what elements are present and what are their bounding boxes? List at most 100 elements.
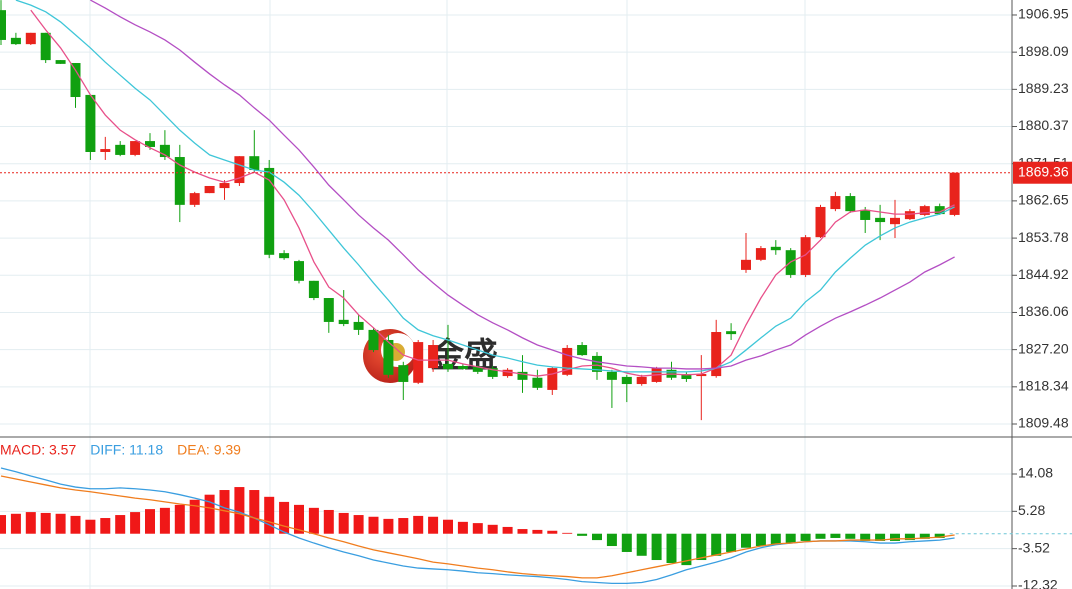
candle-body <box>860 209 871 220</box>
macd-bar <box>890 533 900 541</box>
axis: 1906.951898.091889.231880.371871.511862.… <box>1012 6 1072 589</box>
macd-bar <box>577 533 588 536</box>
candle-body <box>592 355 602 372</box>
candle-body <box>502 369 513 377</box>
macd-bar <box>443 519 453 534</box>
y-tick-label: 1862.65 <box>1018 192 1069 208</box>
macd-bar <box>502 526 513 534</box>
macd-bar <box>338 512 349 534</box>
grid <box>0 14 1012 587</box>
candle-body <box>234 156 245 184</box>
macd-bar <box>428 516 439 534</box>
macd-bar <box>726 533 737 552</box>
macd-bar <box>666 533 677 563</box>
candle-body <box>457 365 468 369</box>
candle-body <box>338 319 349 325</box>
y-tick-label: 1818.34 <box>1018 378 1069 394</box>
candle-body <box>577 345 588 356</box>
macd-bar <box>130 512 141 534</box>
candle-body <box>726 331 737 335</box>
candle-body <box>249 156 260 171</box>
y-tick-label: 14.08 <box>1018 465 1053 481</box>
macd-bar <box>204 494 215 534</box>
macd-bar <box>368 516 379 534</box>
macd-bar <box>219 490 230 534</box>
macd-bar <box>919 533 930 539</box>
macd-bar <box>159 507 170 534</box>
macd-bar <box>562 532 573 534</box>
candle-body <box>547 368 558 390</box>
last-price-label: 1869.36 <box>1018 163 1069 179</box>
macd-bar <box>0 515 6 534</box>
y-tick-label: 1880.37 <box>1018 117 1069 133</box>
legend: MACD: 3.57 DIFF: 11.18 DEA: 9.39 <box>0 442 241 458</box>
legend-label: MACD: 3.57 <box>0 442 76 458</box>
macd-bar <box>40 512 51 534</box>
candle-body <box>517 371 528 380</box>
macd-bar <box>860 533 871 541</box>
candle-body <box>621 376 632 385</box>
macd-bar <box>70 515 81 534</box>
candle-body <box>10 37 21 45</box>
macd-plot <box>0 467 955 585</box>
macd-bar <box>934 533 945 538</box>
candle-body <box>294 261 304 281</box>
macd-bar <box>353 515 364 534</box>
candle-body <box>353 321 364 330</box>
candle-body <box>70 63 81 98</box>
candle-body <box>443 363 453 369</box>
macd-bar <box>472 523 483 534</box>
macd-bar <box>308 507 319 534</box>
macd-bar <box>651 533 662 561</box>
indicator-line <box>90 0 955 370</box>
macd-bar <box>383 518 394 534</box>
y-tick-label: 1889.23 <box>1018 80 1069 96</box>
macd-bar <box>264 496 275 534</box>
candle-body <box>383 339 394 375</box>
macd-bar <box>800 533 811 541</box>
macd-bar <box>741 533 751 548</box>
candle-body <box>755 248 766 260</box>
candle-body <box>130 141 141 155</box>
macd-bar <box>234 487 245 534</box>
candle-body <box>636 376 647 385</box>
y-tick-label: -3.52 <box>1018 539 1050 555</box>
macd-bar <box>323 509 334 534</box>
macd-bar <box>755 533 766 547</box>
legend-label: DEA: 9.39 <box>177 442 241 458</box>
legend-label: DIFF: 11.18 <box>90 442 163 458</box>
macd-bar <box>189 499 200 534</box>
candle-body <box>830 196 841 210</box>
candle-body <box>487 368 498 377</box>
macd-bar <box>830 533 841 538</box>
macd-bar <box>904 533 915 541</box>
indicator-line <box>0 475 955 579</box>
last-price-box <box>1013 161 1072 184</box>
macd-bar <box>592 533 602 541</box>
candle-body <box>25 32 36 45</box>
candle-body <box>40 32 51 61</box>
y-tick-label: 1836.06 <box>1018 303 1069 319</box>
macd-bar <box>85 519 96 534</box>
candle-body <box>115 144 126 155</box>
macd-bar <box>487 524 498 534</box>
y-tick-label: 1906.95 <box>1018 6 1069 22</box>
candle-body <box>264 167 275 255</box>
candle-body <box>159 144 170 158</box>
macd-bar <box>845 533 856 539</box>
macd-bar <box>785 533 796 544</box>
candle-body <box>308 280 319 299</box>
price-plot <box>0 0 1012 421</box>
candle-body <box>85 94 96 152</box>
candle-body <box>145 141 155 147</box>
macd-bar <box>606 533 617 547</box>
macd-bar <box>547 530 558 534</box>
macd-bar <box>457 521 468 534</box>
macd-bar <box>398 518 409 534</box>
y-tick-label: 1853.78 <box>1018 229 1069 245</box>
macd-bar <box>115 515 126 534</box>
candle-body <box>204 185 215 194</box>
candle-body <box>606 371 617 380</box>
y-tick-label: 1844.92 <box>1018 266 1069 282</box>
macd-bar <box>145 509 155 534</box>
